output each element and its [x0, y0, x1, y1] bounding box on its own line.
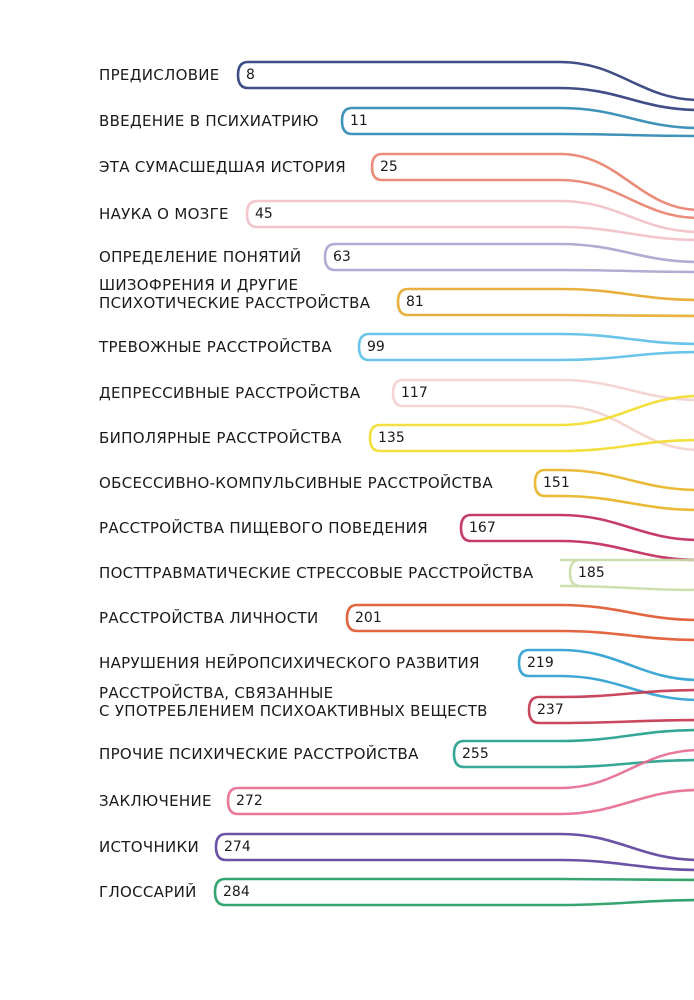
page-number: 11	[350, 113, 368, 129]
toc-entry-title: НАРУШЕНИЯ НЕЙРОПСИХИЧЕСКОГО РАЗВИТИЯ	[99, 654, 480, 672]
toc-entry-title: ПОСТТРАВМАТИЧЕСКИЕ СТРЕССОВЫЕ РАССТРОЙСТ…	[99, 564, 534, 582]
toc-entry-title: ПРОЧИЕ ПСИХИЧЕСКИЕ РАССТРОЙСТВА	[99, 745, 419, 763]
page-number: 63	[333, 249, 351, 265]
loop-line	[533, 468, 694, 512]
toc-entry[interactable]: ПРОЧИЕ ПСИХИЧЕСКИЕ РАССТРОЙСТВА	[99, 745, 419, 763]
toc-entry[interactable]: ЭТА СУМАСШЕДШАЯ ИСТОРИЯ	[99, 158, 346, 176]
toc-entry[interactable]: НАРУШЕНИЯ НЕЙРОПСИХИЧЕСКОГО РАЗВИТИЯ	[99, 654, 480, 672]
page-number: 167	[469, 520, 496, 536]
toc-entry[interactable]: ВВЕДЕНИЕ В ПСИХИАТРИЮ	[99, 112, 319, 130]
toc-entry-title: ВВЕДЕНИЕ В ПСИХИАТРИЮ	[99, 112, 319, 130]
toc-entry-title: ПСИХОТИЧЕСКИЕ РАССТРОЙСТВА	[99, 294, 371, 312]
toc-entry[interactable]: РАССТРОЙСТВА ПИЩЕВОГО ПОВЕДЕНИЯ	[99, 519, 428, 537]
loop-line	[370, 152, 694, 220]
toc-entry-title: ИСТОЧНИКИ	[99, 838, 200, 856]
page-number: 25	[380, 159, 398, 175]
toc-entry[interactable]: НАУКА О МОЗГЕ	[99, 205, 229, 223]
loop-line	[245, 199, 694, 242]
toc-entry-title: ГЛОССАРИЙ	[99, 883, 197, 901]
loop-line	[517, 648, 694, 702]
toc-entry[interactable]: ОПРЕДЕЛЕНИЕ ПОНЯТИЙ	[99, 248, 301, 266]
toc-entry[interactable]: РАССТРОЙСТВА ЛИЧНОСТИ	[99, 609, 318, 627]
toc-entry[interactable]: РАССТРОЙСТВА, СВЯЗАННЫЕ С УПОТРЕБЛЕНИЕМ П…	[99, 684, 488, 720]
page-number: 117	[401, 385, 428, 401]
loop-line	[236, 60, 694, 112]
page-number: 219	[527, 655, 554, 671]
toc-entry[interactable]: ПРЕДИСЛОВИЕ	[99, 66, 220, 84]
page-number: 135	[378, 430, 405, 446]
toc-entry[interactable]: ИСТОЧНИКИ	[99, 838, 199, 856]
loop-line	[559, 558, 694, 592]
toc-entry-title: ТРЕВОЖНЫЕ РАССТРОЙСТВА	[99, 338, 332, 356]
toc-entry[interactable]: ДЕПРЕССИВНЫЕ РАССТРОЙСТВА	[99, 384, 360, 402]
loop-line	[357, 332, 694, 362]
toc-entry-title: ЗАКЛЮЧЕНИЕ	[99, 792, 212, 810]
page-number: 45	[255, 206, 273, 222]
loop-line	[226, 748, 694, 816]
page-number: 237	[537, 702, 564, 718]
loop-line	[368, 394, 694, 453]
page-number: 185	[578, 565, 605, 581]
page-number: 151	[543, 475, 570, 491]
loop-line	[452, 728, 694, 769]
page-number: 201	[355, 610, 382, 626]
toc-entry-title: ШИЗОФРЕНИЯ И ДРУГИЕ	[99, 276, 299, 294]
loop-line	[214, 832, 694, 872]
toc-entry-title: ДЕПРЕССИВНЫЕ РАССТРОЙСТВА	[99, 384, 361, 402]
loop-line	[345, 603, 694, 642]
loop-line	[340, 106, 694, 138]
loop-line	[323, 242, 694, 274]
toc-entry-title: ПРЕДИСЛОВИЕ	[99, 66, 220, 84]
loop-line	[459, 513, 694, 562]
toc-entry-title: ОБСЕССИВНО-КОМПУЛЬСИВНЫЕ РАССТРОЙСТВА	[99, 474, 493, 492]
page-number: 8	[246, 67, 255, 83]
page-number: 274	[224, 839, 251, 855]
toc-entry-title: ЭТА СУМАСШЕДШАЯ ИСТОРИЯ	[99, 158, 346, 176]
toc-entry-title: НАУКА О МОЗГЕ	[99, 205, 229, 223]
toc-entry[interactable]: ТРЕВОЖНЫЕ РАССТРОЙСТВА	[99, 338, 332, 356]
loop-line	[391, 378, 694, 451]
toc-entry[interactable]: ПОСТТРАВМАТИЧЕСКИЕ СТРЕССОВЫЕ РАССТРОЙСТ…	[99, 564, 533, 582]
page-number: 99	[367, 339, 385, 355]
toc-entry[interactable]: ЗАКЛЮЧЕНИЕ	[99, 792, 212, 810]
loop-line	[527, 688, 694, 725]
page-number: 272	[236, 793, 263, 809]
toc-entry-title: РАССТРОЙСТВА ЛИЧНОСТИ	[99, 609, 319, 627]
toc-entry-title: БИПОЛЯРНЫЕ РАССТРОЙСТВА	[99, 429, 342, 447]
toc-entry-title: РАССТРОЙСТВА ПИЩЕВОГО ПОВЕДЕНИЯ	[99, 519, 428, 537]
loop-line	[396, 287, 694, 318]
loop-line	[213, 877, 694, 907]
page-number: 255	[462, 746, 489, 762]
toc-entry[interactable]: ОБСЕССИВНО-КОМПУЛЬСИВНЫЕ РАССТРОЙСТВА	[99, 474, 493, 492]
page-number: 284	[223, 884, 250, 900]
toc-entry-title: РАССТРОЙСТВА, СВЯЗАННЫЕ	[99, 684, 334, 702]
toc-entry-title: ОПРЕДЕЛЕНИЕ ПОНЯТИЙ	[99, 248, 302, 266]
toc-entry[interactable]: ШИЗОФРЕНИЯ И ДРУГИЕ ПСИХОТИЧЕСКИЕ РАССТРО…	[99, 276, 370, 312]
toc-entry[interactable]: ГЛОССАРИЙ	[99, 883, 197, 901]
toc-entry-title: С УПОТРЕБЛЕНИЕМ ПСИХОАКТИВНЫХ ВЕЩЕСТВ	[99, 702, 488, 720]
page-number: 81	[406, 294, 424, 310]
toc-entry[interactable]: БИПОЛЯРНЫЕ РАССТРОЙСТВА	[99, 429, 342, 447]
